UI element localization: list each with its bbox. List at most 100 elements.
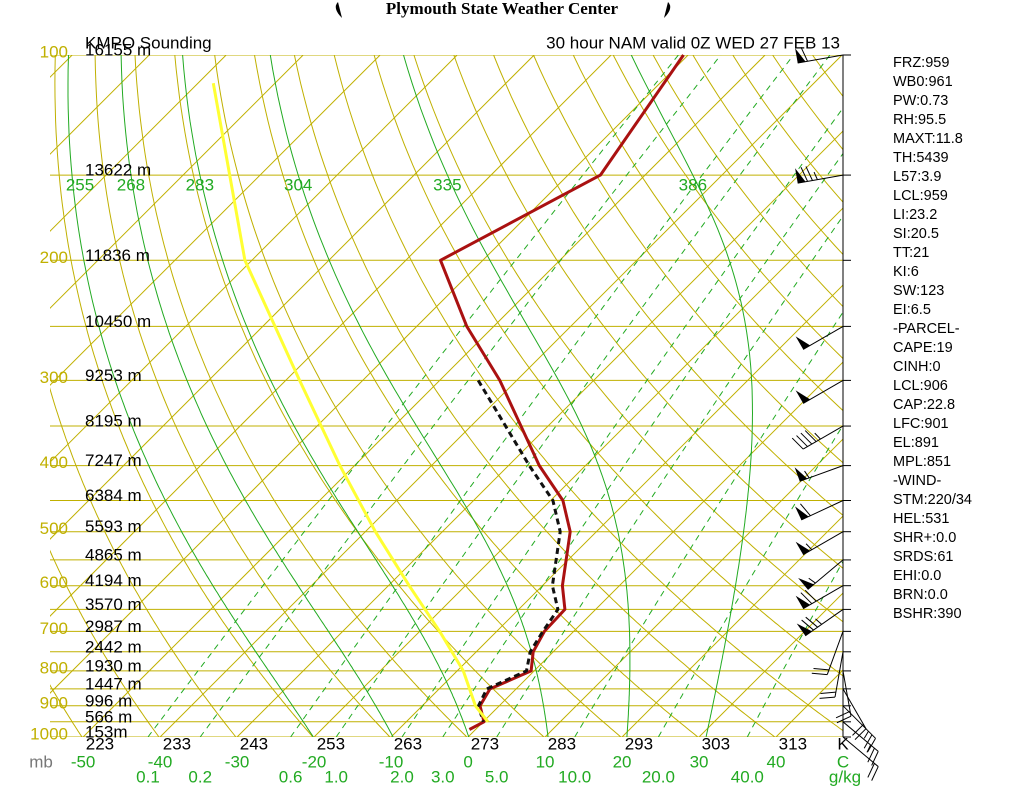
- theta-label: 253: [317, 734, 345, 753]
- barb-feather: [813, 668, 830, 671]
- dry-adiabat: [612, 55, 843, 360]
- wind-barb: [798, 559, 844, 590]
- barb-feather: [811, 672, 828, 676]
- temp-label: 0: [463, 752, 472, 771]
- index-text: MPL:851: [893, 454, 951, 470]
- barb-feather: [805, 166, 813, 181]
- barb-staff: [842, 670, 852, 717]
- dry-adiabat: [94, 55, 391, 737]
- barb-feather: [796, 435, 808, 447]
- barb-feather: [854, 728, 867, 741]
- dry-adiabat: [652, 55, 843, 308]
- logo-mark: [664, 2, 671, 18]
- mixing-ratio-line: [574, 311, 843, 737]
- barb-staff: [797, 174, 844, 184]
- wind-barb: [842, 705, 876, 753]
- mixing-ratio-label: 2.0: [390, 767, 414, 786]
- theta-label: 263: [394, 734, 422, 753]
- moist-adiabat: [182, 55, 470, 737]
- height-label: 9253 m: [85, 366, 142, 385]
- profile-line: [439, 54, 685, 731]
- mixing-ratio-label: 0.2: [188, 767, 212, 786]
- barb-pennant: [795, 595, 811, 609]
- index-text: PW:0.73: [893, 93, 948, 109]
- height-label: 3570 m: [85, 595, 142, 614]
- barb-feather: [871, 751, 879, 766]
- barb-staff: [801, 500, 844, 521]
- barb-feather: [871, 766, 879, 781]
- height-label: 6384 m: [85, 486, 142, 505]
- isotherm: [50, 55, 689, 694]
- theta-label: 283: [548, 734, 576, 753]
- wind-barb: [791, 425, 844, 450]
- barb-half: [815, 618, 823, 625]
- barb-half: [805, 543, 813, 551]
- pressure-label: 100: [40, 42, 68, 61]
- index-text: EL:891: [893, 435, 939, 451]
- pressure-label: 1000: [30, 724, 68, 743]
- index-text: LFC:901: [893, 416, 949, 432]
- mixing-ratio-unit: g/kg: [829, 767, 861, 786]
- barb-feather: [801, 619, 814, 631]
- theta-e-label: 386: [679, 175, 707, 194]
- index-text: LCL:906: [893, 378, 948, 394]
- index-text: MAXT:11.8: [893, 131, 963, 147]
- height-label: 1930 m: [85, 656, 142, 675]
- barb-feather: [867, 738, 876, 753]
- moist-adiabat: [120, 55, 394, 737]
- mixing-ratio-line: [401, 107, 843, 737]
- barb-staff: [842, 721, 879, 752]
- height-label: 5593 m: [85, 517, 142, 536]
- height-label: 16155 m: [85, 40, 151, 59]
- mixing-ratio-line: [657, 424, 843, 737]
- temp-label: 10: [536, 752, 555, 771]
- dry-adiabat: [50, 549, 160, 737]
- wind-barb: [795, 379, 844, 404]
- temp-label: -20: [302, 752, 327, 771]
- barb-half: [863, 730, 869, 739]
- height-label: 2987 m: [85, 617, 142, 636]
- temp-label: -40: [148, 752, 173, 771]
- moist-adiabat: [630, 55, 754, 737]
- barb-feather: [800, 503, 811, 517]
- mixing-ratio-line: [746, 560, 843, 737]
- temp-unit: C: [837, 752, 849, 771]
- barb-pennant: [794, 506, 809, 520]
- plot-area: [50, 55, 843, 737]
- barb-half: [813, 171, 818, 180]
- temp-label: -30: [225, 752, 250, 771]
- barb-half: [814, 432, 821, 440]
- temp-label: 40: [767, 752, 786, 771]
- barb-feather: [852, 724, 864, 736]
- mixing-ratio-line: [335, 55, 831, 737]
- dry-adiabat: [50, 684, 83, 737]
- profile-line: [476, 379, 562, 723]
- theta-e-label: 268: [117, 175, 145, 194]
- barb-feather: [791, 437, 804, 450]
- dry-adiabat: [533, 55, 843, 464]
- dry-adiabat: [373, 55, 843, 677]
- barb-staff: [842, 736, 879, 767]
- wind-barb: [795, 585, 844, 610]
- mixing-ratio-label: 10.0: [558, 767, 591, 786]
- theta-e-label: 283: [186, 175, 214, 194]
- height-label: 153m: [85, 722, 128, 741]
- dry-adiabat: [134, 55, 468, 737]
- pressure-label: 300: [40, 368, 68, 387]
- index-text: LI:23.2: [893, 207, 937, 223]
- mixing-ratio-line: [147, 55, 679, 737]
- index-text: WB0:961: [893, 74, 953, 90]
- pressure-label: 400: [40, 453, 68, 472]
- mixing-ratio-line: [199, 55, 722, 737]
- dry-adiabat: [572, 55, 843, 412]
- mixing-ratio-label: 0.1: [136, 767, 160, 786]
- wind-barb: [795, 531, 844, 556]
- barb-half: [808, 577, 816, 584]
- mixing-ratio-line: [496, 215, 843, 737]
- index-text: RH:95.5: [893, 112, 946, 128]
- mixing-ratio-label: 20.0: [642, 767, 675, 786]
- wind-barb: [796, 608, 844, 637]
- theta-label: 303: [702, 734, 730, 753]
- index-text: BRN:0.0: [893, 587, 948, 603]
- index-text: SHR+:0.0: [893, 530, 956, 546]
